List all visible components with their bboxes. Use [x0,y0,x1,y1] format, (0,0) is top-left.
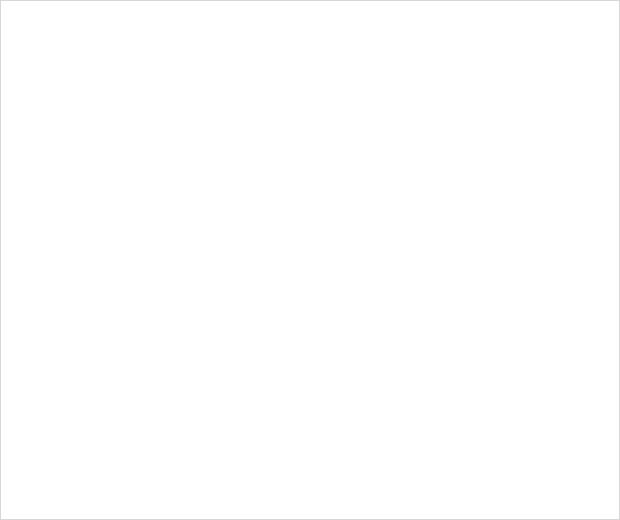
y-axis-label [47,359,60,411]
y-axis-label [47,99,60,151]
plot-canvas-15mgml [291,271,541,520]
panel-con [39,11,289,271]
plot-canvas-10mgml [39,271,289,520]
plot-canvas-con [39,11,289,271]
y-axis-label [299,99,312,151]
panel-5mgml [291,11,541,271]
panel-10mgml [39,271,289,520]
y-axis-label [299,359,312,411]
panel-15mgml [291,271,541,520]
plot-canvas-5mgml [291,11,541,271]
